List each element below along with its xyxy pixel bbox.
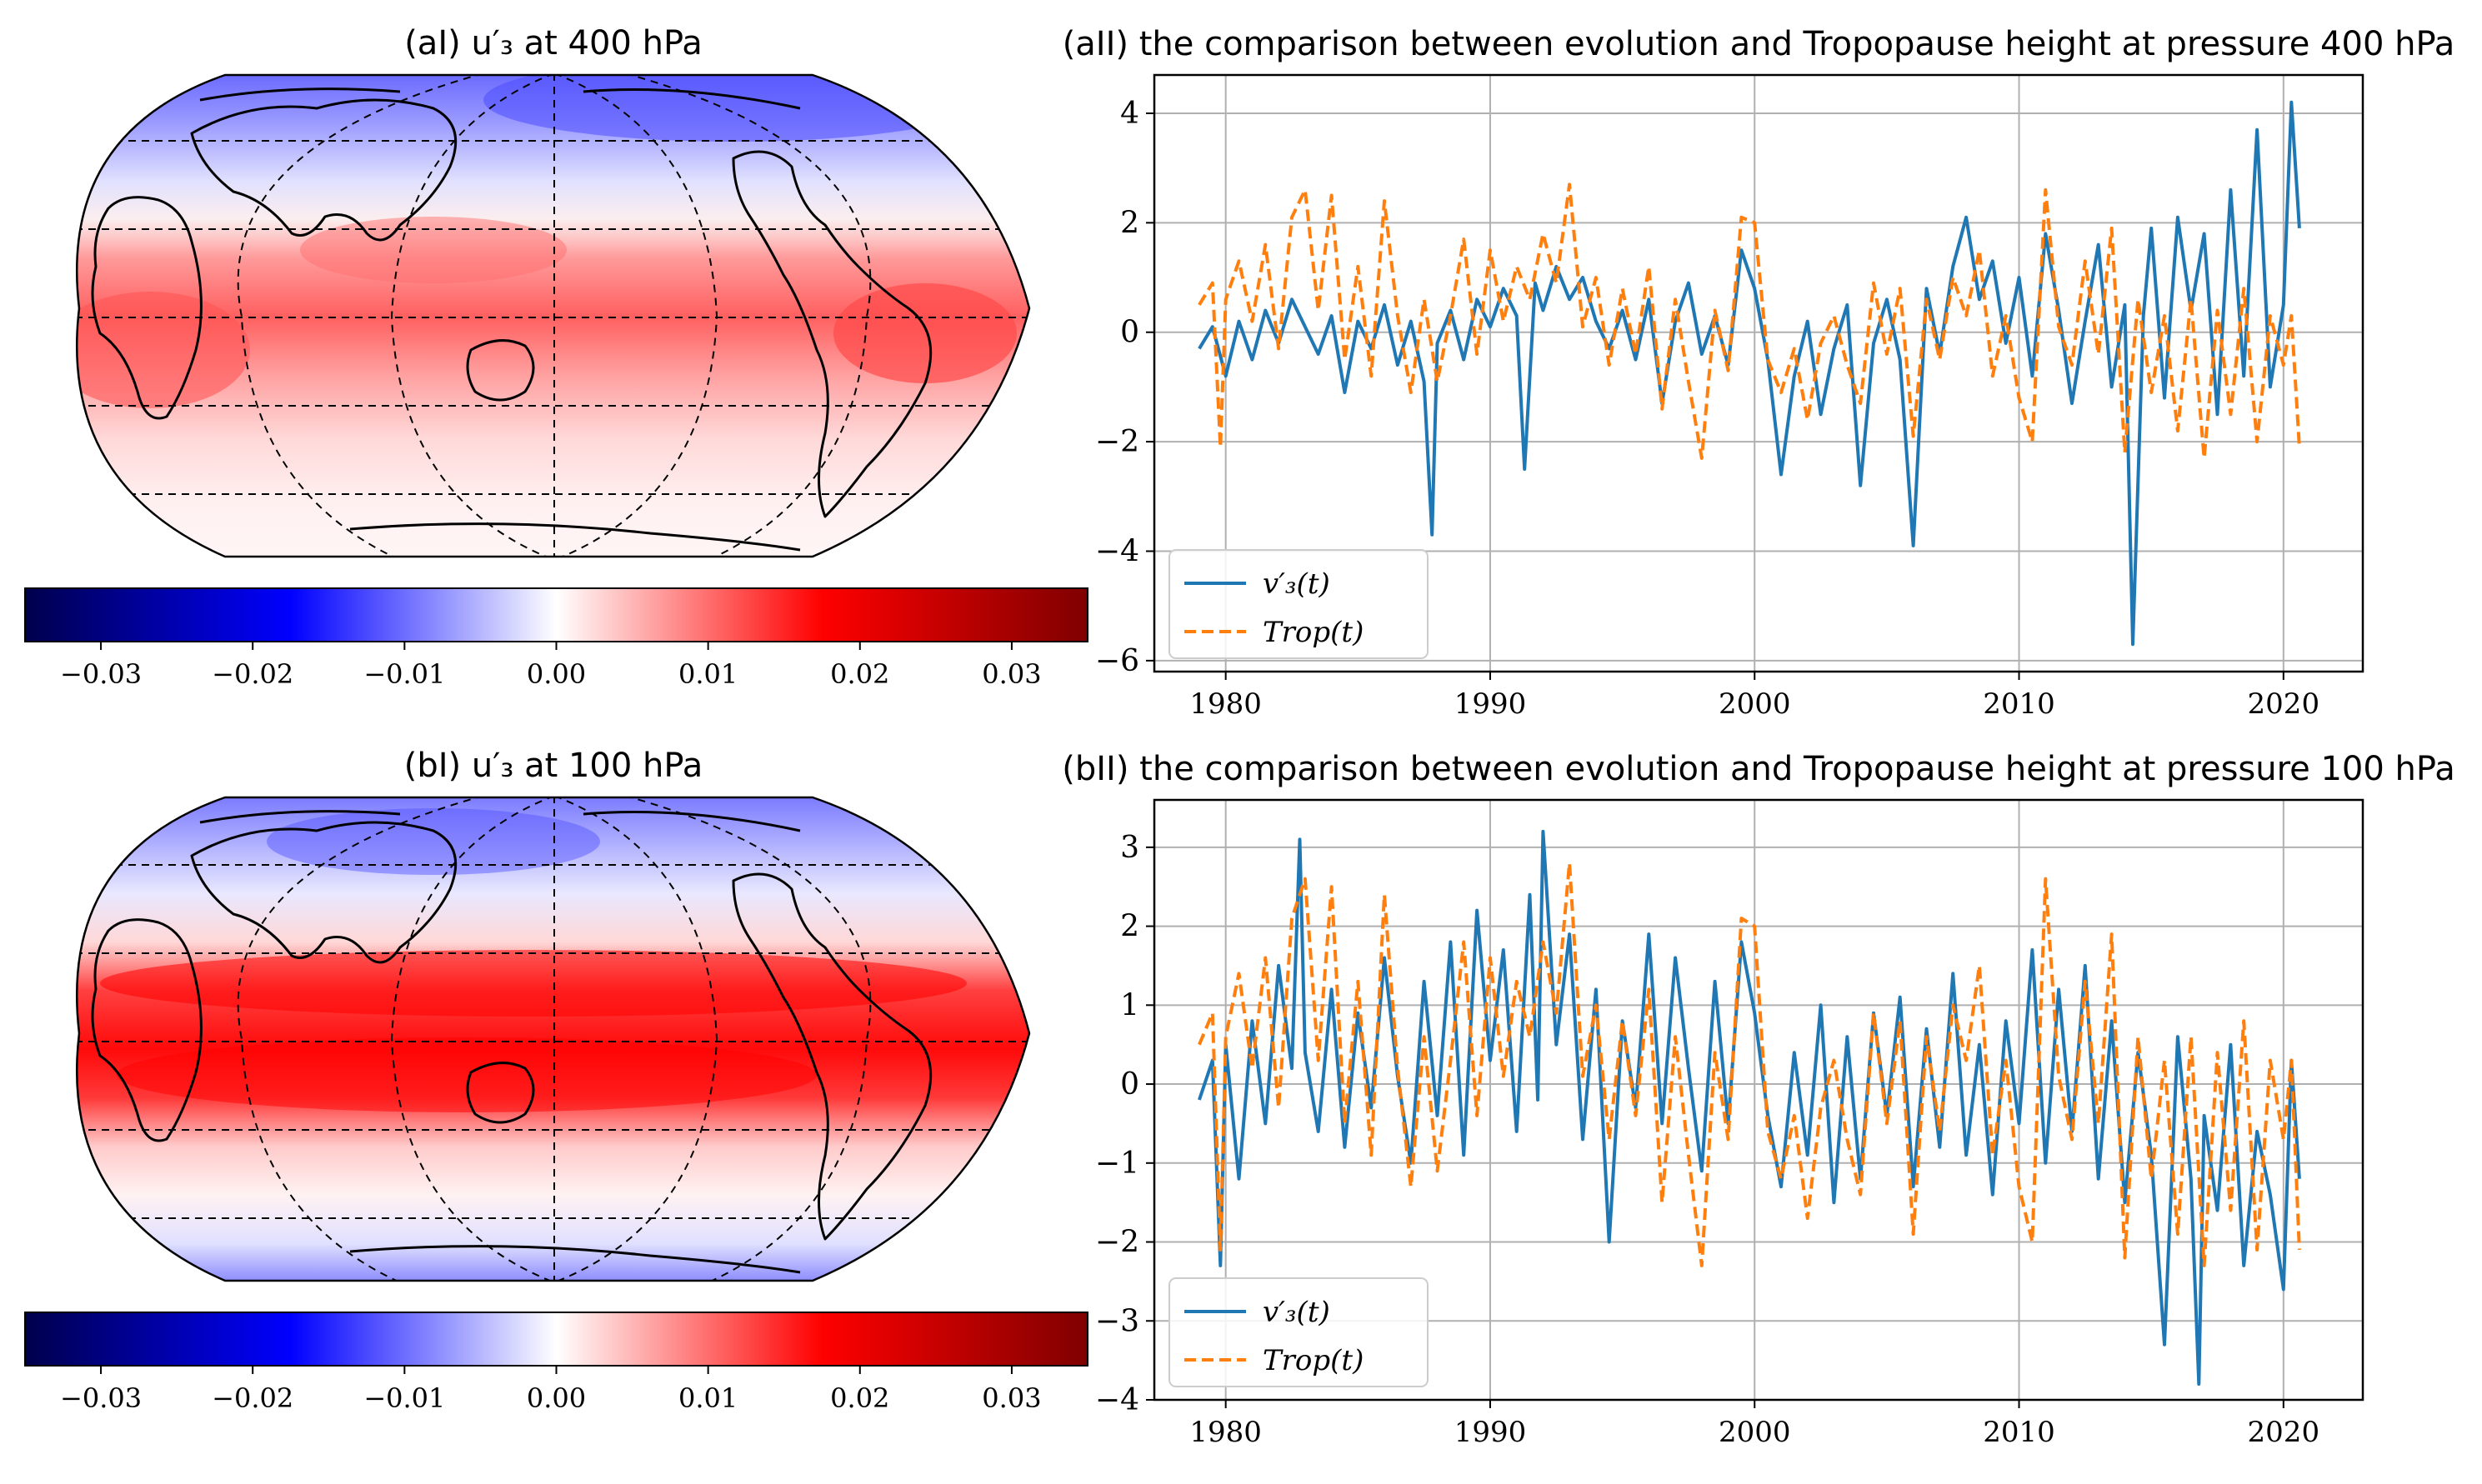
legend-label-trop: Trop(t) [1263, 616, 1364, 649]
colorbar-tick-label-bI: −0.03 [60, 1382, 142, 1414]
line-chart-bII: (bII) the comparison between evolution a… [1062, 750, 2454, 1449]
chart-title-bII: (bII) the comparison between evolution a… [1062, 750, 2454, 788]
colorbar-tick-label-aI: 0.02 [830, 658, 889, 690]
colorbar-tick-label-aI: −0.01 [363, 658, 445, 690]
colorbar-aI: −0.03 −0.02 −0.01 0.00 0.01 0.02 0.03 [24, 587, 1088, 690]
map-panel-aI: (aI) u′₃ at 400 hPa [76, 24, 1031, 558]
colorbar-tick-label-bI: −0.02 [212, 1382, 293, 1414]
x-tick-label: 2020 [2248, 687, 2320, 721]
y-tick-label: −1 [1095, 1147, 1139, 1181]
colorbar-tick-label-aI: 0.00 [527, 658, 586, 690]
x-tick-label: 2000 [1719, 1416, 1791, 1449]
colorbar-tick-label-bI: 0.01 [678, 1382, 738, 1414]
legend-label-v3: v′₃(t) [1263, 1296, 1330, 1329]
colorbar-tick-label-bI: −0.01 [363, 1382, 445, 1414]
map-boundary-aI [76, 73, 1031, 558]
colorbar-gradient-aI [24, 587, 1088, 642]
y-tick-label: −2 [1095, 425, 1139, 459]
x-tick-label: 2010 [1983, 687, 2055, 721]
plot-frame-aII [1153, 73, 2364, 673]
map-field-bI [77, 797, 1030, 1281]
x-tick-label: 1980 [1189, 1416, 1262, 1449]
colorbar-tick-label-bI: 0.03 [982, 1382, 1041, 1414]
y-tick-label: 1 [1120, 988, 1139, 1022]
legend-box [1168, 1277, 1429, 1387]
x-tick-label: 2010 [1983, 1416, 2055, 1449]
legend-label-trop: Trop(t) [1263, 1344, 1364, 1377]
legend-label-v3: v′₃(t) [1263, 567, 1330, 601]
legend-bII: v′₃(t) Trop(t) [1168, 1277, 1429, 1387]
colorbar-gradient-bI [24, 1312, 1088, 1367]
series-line-trop-bII [1198, 861, 2301, 1267]
series-line-trop-aII [1198, 182, 2301, 460]
colorbar-tick-label-aI: 0.03 [982, 658, 1041, 690]
series-line-v3-aII [1198, 100, 2301, 647]
y-tick-label: 4 [1120, 97, 1139, 131]
colorbar-tick-label-aI: −0.03 [60, 658, 142, 690]
map-title-aI: (aI) u′₃ at 400 hPa [404, 24, 703, 62]
colorbar-tick-label-aI: −0.02 [212, 658, 293, 690]
map-boundary-bI [76, 796, 1031, 1282]
y-tick-label: 0 [1120, 1067, 1139, 1102]
y-tick-label: 3 [1120, 831, 1139, 865]
colorbar-tick-label-aI: 0.01 [678, 658, 738, 690]
y-tick-label: 2 [1120, 910, 1139, 944]
map-panel-bI: (bI) u′₃ at 100 hPa [76, 747, 1031, 1282]
colorbar-tick-label-bI: 0.02 [830, 1382, 889, 1414]
colorbar-tick-label-bI: 0.00 [527, 1382, 586, 1414]
x-tick-label: 1990 [1454, 1416, 1527, 1449]
x-tick-label: 2020 [2248, 1416, 2320, 1449]
y-tick-label: −3 [1095, 1304, 1139, 1338]
chart-title-aII: (aII) the comparison between evolution a… [1063, 25, 2455, 63]
y-tick-label: −2 [1095, 1226, 1139, 1260]
colorbar-bI: −0.03 −0.02 −0.01 0.00 0.01 0.02 0.03 [24, 1312, 1088, 1414]
line-chart-aII: (aII) the comparison between evolution a… [1063, 25, 2455, 721]
legend-box [1168, 549, 1429, 659]
y-tick-label: −6 [1095, 644, 1139, 678]
y-tick-label: 0 [1120, 316, 1139, 350]
x-tick-label: 1980 [1189, 687, 1262, 721]
x-tick-label: 1990 [1454, 687, 1527, 721]
y-tick-label: −4 [1095, 1383, 1139, 1417]
y-tick-label: 2 [1120, 206, 1139, 240]
map-title-bI: (bI) u′₃ at 100 hPa [404, 747, 703, 785]
legend-aII: v′₃(t) Trop(t) [1168, 549, 1429, 659]
plot-frame-bII [1153, 798, 2364, 1402]
y-tick-label: −4 [1095, 534, 1139, 568]
x-tick-label: 2000 [1719, 687, 1791, 721]
map-field-aI [77, 75, 1030, 557]
